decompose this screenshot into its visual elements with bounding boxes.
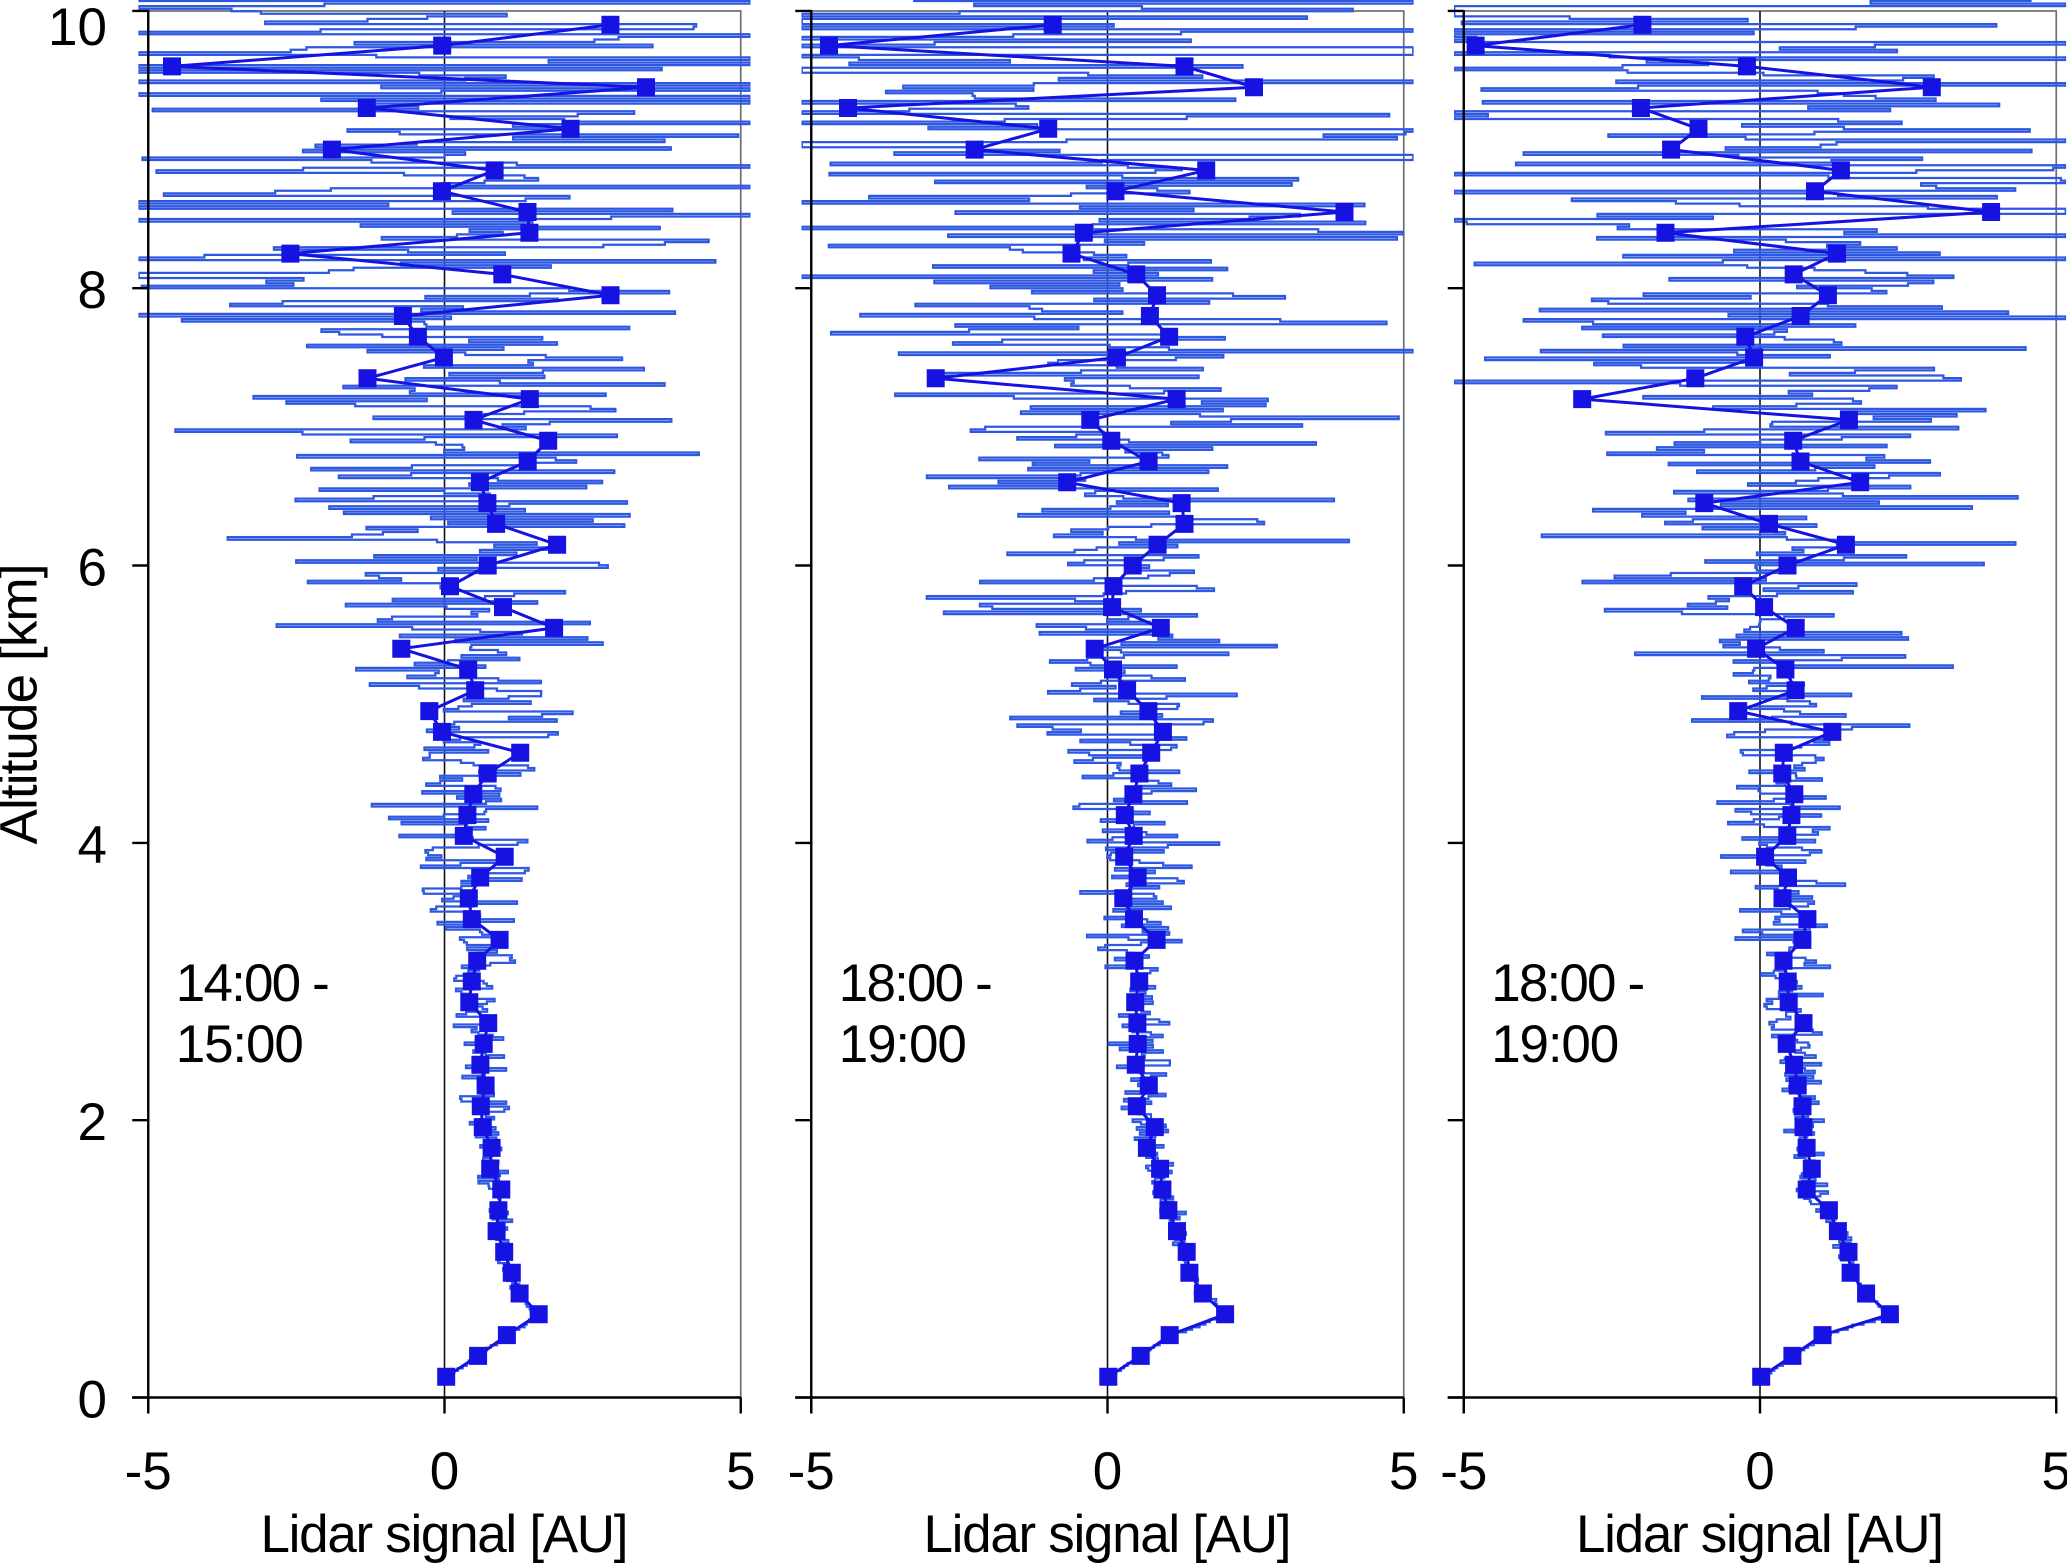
svg-text:15:00: 15:00 <box>176 1015 304 1074</box>
svg-text:-5: -5 <box>125 1442 172 1501</box>
svg-text:0: 0 <box>78 1371 107 1430</box>
svg-text:18:00 -: 18:00 - <box>839 954 993 1013</box>
svg-text:Lidar signal [AU]: Lidar signal [AU] <box>261 1505 629 1563</box>
svg-text:10: 10 <box>48 0 107 57</box>
svg-text:2: 2 <box>78 1093 107 1152</box>
svg-text:18:00 -: 18:00 - <box>1491 954 1645 1013</box>
svg-text:8: 8 <box>78 261 107 320</box>
svg-text:5: 5 <box>2041 1442 2067 1501</box>
svg-text:0: 0 <box>430 1442 459 1501</box>
svg-text:5: 5 <box>726 1442 755 1501</box>
svg-text:6: 6 <box>78 539 107 598</box>
svg-text:5: 5 <box>1389 1442 1418 1501</box>
svg-text:Lidar signal [AU]: Lidar signal [AU] <box>924 1505 1292 1563</box>
svg-text:-5: -5 <box>788 1442 835 1501</box>
svg-text:19:00: 19:00 <box>1491 1015 1619 1074</box>
svg-text:Lidar signal [AU]: Lidar signal [AU] <box>1576 1505 1944 1563</box>
svg-text:Altitude [km]: Altitude [km] <box>0 564 49 845</box>
svg-text:4: 4 <box>78 816 107 875</box>
svg-text:-5: -5 <box>1440 1442 1487 1501</box>
svg-text:19:00: 19:00 <box>839 1015 967 1074</box>
svg-text:0: 0 <box>1093 1442 1122 1501</box>
svg-text:0: 0 <box>1745 1442 1774 1501</box>
svg-text:14:00 -: 14:00 - <box>176 954 330 1013</box>
